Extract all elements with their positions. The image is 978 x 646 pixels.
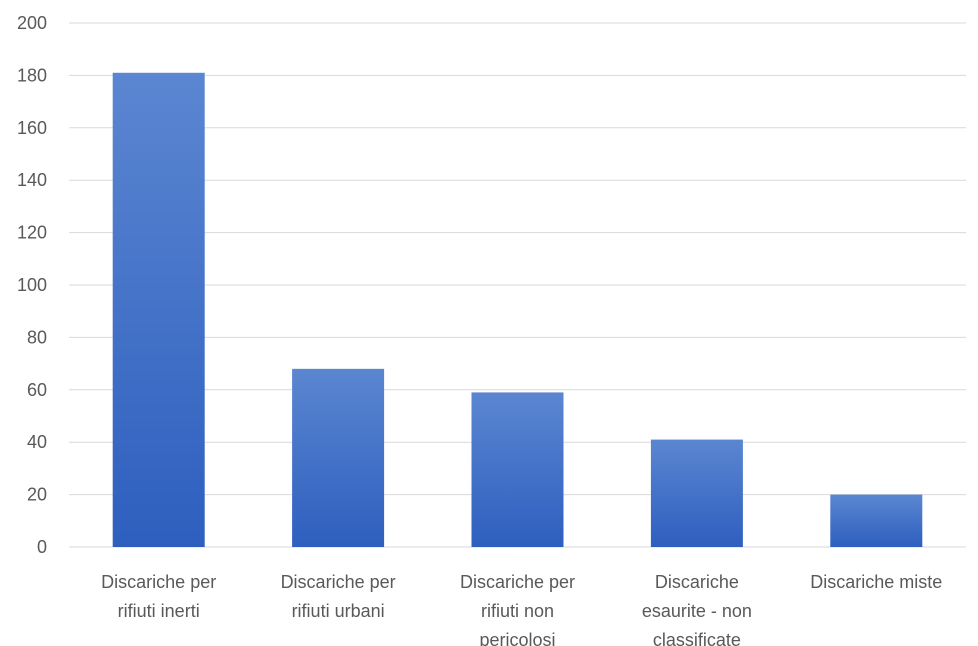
y-tick-label: 0 bbox=[37, 537, 47, 557]
x-category-label: Discariche miste bbox=[810, 572, 942, 592]
x-category-label-line: classificate bbox=[653, 630, 741, 646]
y-tick-label: 200 bbox=[17, 13, 47, 33]
x-category-label-line: esaurite - non bbox=[642, 601, 752, 621]
y-tick-label: 180 bbox=[17, 65, 47, 85]
x-category-label-line: pericolosi bbox=[479, 630, 555, 646]
x-category-label: Discariche per rifiuti inerti bbox=[101, 572, 216, 621]
y-tick-label: 140 bbox=[17, 170, 47, 190]
y-tick-label: 60 bbox=[27, 380, 47, 400]
bar-5 bbox=[830, 494, 923, 547]
x-category-label-line: Discariche per bbox=[101, 572, 216, 592]
y-tick-label: 80 bbox=[27, 327, 47, 347]
y-axis-ticks: 0 20 40 60 80 100 120 140 160 180 200 bbox=[17, 13, 47, 557]
bar-4 bbox=[650, 439, 743, 547]
bar-1 bbox=[112, 72, 205, 547]
x-category-label-line: rifiuti non bbox=[481, 601, 554, 621]
y-tick-label: 120 bbox=[17, 223, 47, 243]
y-tick-label: 100 bbox=[17, 275, 47, 295]
x-category-label-line: Discariche per bbox=[460, 572, 575, 592]
x-category-label-line: Discariche bbox=[655, 572, 739, 592]
bar-3 bbox=[471, 392, 564, 547]
x-category-label: Discariche per rifiuti non pericolosi bbox=[460, 572, 575, 646]
y-tick-label: 40 bbox=[27, 432, 47, 452]
x-category-label: Discariche esaurite - non classificate bbox=[642, 572, 752, 646]
x-category-label-line: rifiuti inerti bbox=[118, 601, 200, 621]
y-tick-label: 160 bbox=[17, 118, 47, 138]
x-category-label-line: Discariche per bbox=[281, 572, 396, 592]
x-category-label: Discariche per rifiuti urbani bbox=[281, 572, 396, 621]
x-category-label-line: rifiuti urbani bbox=[292, 601, 385, 621]
bar-2 bbox=[292, 368, 385, 547]
bars bbox=[112, 72, 923, 547]
gridlines bbox=[69, 22, 966, 548]
y-tick-label: 20 bbox=[27, 485, 47, 505]
x-category-label-line: Discariche miste bbox=[810, 572, 942, 592]
